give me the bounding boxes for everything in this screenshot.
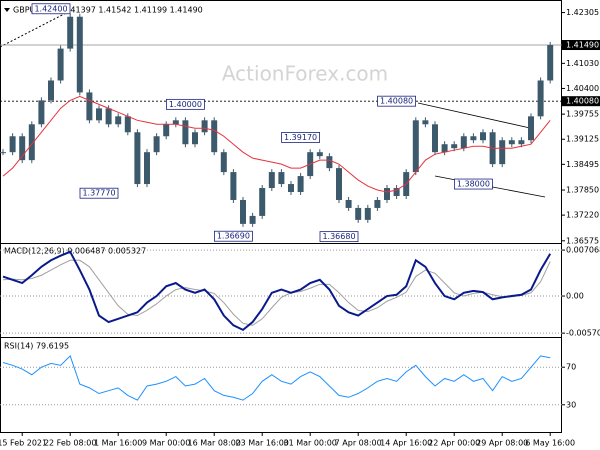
x-tick-label: 14 Apr 16:00	[380, 439, 432, 448]
x-tick-label: 6 May 16:00	[525, 439, 575, 448]
x-tick-label: 31 Mar 00:00	[283, 439, 336, 448]
watermark: ActionForex.com	[222, 62, 388, 86]
y-tick-label: 1.37220	[566, 211, 599, 220]
y-tick-label: 70	[566, 363, 576, 372]
annotation-label: 1.39170	[284, 133, 317, 142]
level-label: 1.40080	[566, 97, 599, 106]
annotation-label: 1.40080	[380, 97, 413, 106]
x-tick-label: 23 Mar 16:00	[235, 439, 288, 448]
x-tick-label: 29 Apr 08:00	[476, 439, 528, 448]
y-tick-label: 1.41030	[566, 59, 599, 68]
annotation-label: 1.40000	[169, 100, 202, 109]
annotation-box	[165, 98, 205, 110]
y-tick-label: 1.38495	[566, 160, 599, 169]
annotation-label: 1.42400	[34, 4, 67, 13]
y-tick-label: 0.007068	[566, 246, 600, 255]
annotation-label: 1.36680	[322, 232, 355, 241]
indicator-line	[2, 355, 551, 401]
y-tick-label: 1.39755	[566, 110, 599, 119]
rsi-title: RSI(14) 79.6195	[4, 342, 69, 351]
x-tick-label: 1 Mar 16:00	[94, 439, 142, 448]
last-box	[562, 40, 600, 51]
chart-title: GBPUSD,H4 1.41397 1.41542 1.41199 1.4149…	[13, 6, 203, 15]
y-tick-label: 1.39125	[566, 135, 599, 144]
moving-average	[2, 95, 551, 193]
x-tick-label: 15 Feb 2021	[0, 439, 47, 448]
y-tick-label: 1.40400	[566, 84, 599, 93]
macd-title: MACD(12,26,9) 0.006487 0.005327	[4, 247, 146, 256]
y-tick-label: 1.36575	[566, 236, 599, 245]
annotation-box	[31, 3, 71, 15]
annotation-box	[79, 187, 119, 199]
annotation-box	[213, 230, 253, 242]
last-label: 1.41490	[566, 41, 599, 50]
y-tick-label: 0.00	[566, 292, 584, 301]
menu-arrow	[4, 8, 10, 12]
indicator-line	[2, 250, 552, 332]
frame	[0, 0, 562, 433]
annotation-box	[377, 95, 417, 107]
annotation-box	[319, 231, 359, 243]
annotation-label: 1.37770	[82, 189, 115, 198]
annotation-box	[281, 132, 321, 143]
trend-line	[0, 11, 69, 48]
annotation-label: 1.38000	[457, 180, 490, 189]
y-tick-label: 1.42305	[566, 8, 599, 17]
level-box	[562, 96, 600, 107]
x-tick-label: 22 Feb 08:00	[44, 439, 96, 448]
indicator-line	[2, 259, 551, 326]
x-tick-label: 7 Apr 08:00	[335, 439, 382, 448]
y-tick-label: 1.37850	[566, 186, 599, 195]
channel-line	[417, 102, 531, 129]
annotation-box	[453, 178, 493, 190]
x-tick-label: 16 Mar 08:00	[187, 439, 240, 448]
x-tick-label: 9 Mar 00:00	[142, 439, 190, 448]
y-tick-label: 30	[566, 400, 576, 409]
annotation-label: 1.36690	[217, 232, 250, 241]
x-tick-label: 22 Apr 00:00	[428, 439, 480, 448]
